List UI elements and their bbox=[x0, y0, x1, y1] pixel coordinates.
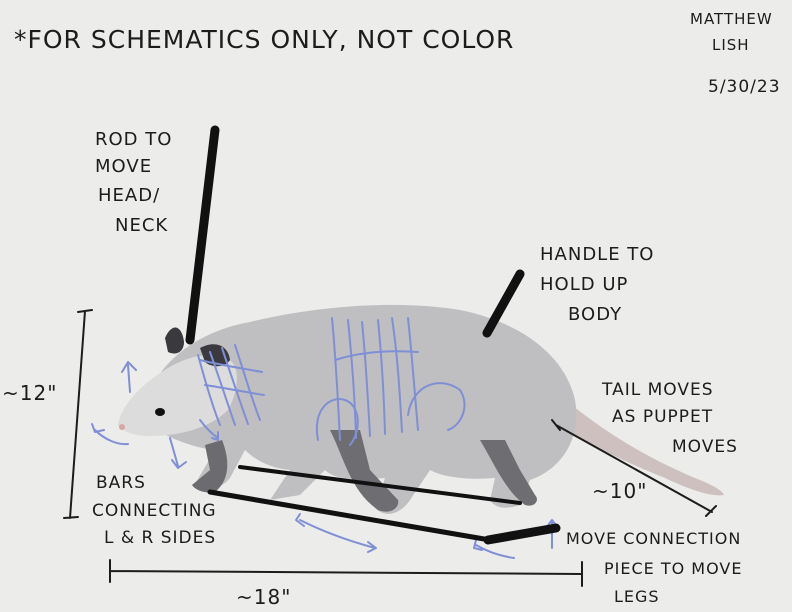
author-signature: MATTHEW LISH 5/30/23 bbox=[690, 10, 781, 97]
opossum-body bbox=[118, 304, 577, 514]
dimension-length: ~18" bbox=[109, 559, 583, 609]
dimension-tail-label: ~10" bbox=[592, 479, 647, 503]
dimension-length-label: ~18" bbox=[236, 585, 291, 609]
annotation-move-line2: PIECE TO MOVE bbox=[604, 559, 742, 578]
annotation-tail-line2: AS PUPPET bbox=[612, 407, 713, 427]
annotation-bars-line2: CONNECTING bbox=[92, 501, 217, 521]
connection-piece bbox=[483, 523, 561, 545]
front-leg-arrow bbox=[295, 513, 377, 553]
author-name-first: MATTHEW bbox=[690, 10, 773, 28]
opossum-hind-leg bbox=[480, 440, 537, 506]
opossum-nose bbox=[119, 424, 125, 430]
annotation-tail-line1: TAIL MOVES bbox=[601, 380, 714, 400]
header-note: *FOR SCHEMATICS ONLY, NOT COLOR bbox=[14, 25, 514, 54]
opossum-mid-leg bbox=[330, 430, 399, 512]
annotation-rod-line4: NECK bbox=[115, 215, 168, 236]
annotation-move-piece: MOVE CONNECTION PIECE TO MOVE LEGS bbox=[566, 529, 742, 606]
head-up-arrow bbox=[121, 361, 137, 393]
mechanism-sketch bbox=[91, 317, 559, 559]
annotation-move-line1: MOVE CONNECTION bbox=[566, 529, 741, 548]
annotation-handle-line1: HANDLE TO bbox=[540, 244, 654, 265]
body-handle bbox=[482, 269, 525, 338]
annotation-rod-line2: MOVE bbox=[95, 156, 152, 177]
annotation-tail-line3: MOVES bbox=[672, 437, 738, 457]
head-left-arrow bbox=[91, 423, 129, 446]
opossum-illustration bbox=[118, 304, 724, 514]
chin-down-arrow bbox=[169, 437, 187, 469]
signature-date: 5/30/23 bbox=[708, 77, 781, 97]
dimension-height-label: ~12" bbox=[2, 381, 57, 405]
annotation-rod-line1: ROD TO bbox=[95, 129, 172, 150]
connecting-bar-bottom bbox=[207, 489, 493, 543]
annotation-handle: HANDLE TO HOLD UP BODY bbox=[540, 244, 654, 325]
annotation-bars-line3: L & R SIDES bbox=[104, 528, 216, 548]
dimension-height: ~12" bbox=[2, 309, 93, 519]
annotation-move-line3: LEGS bbox=[614, 587, 660, 606]
annotation-rod: ROD TO MOVE HEAD/ NECK bbox=[95, 129, 172, 236]
annotation-bars-line1: BARS bbox=[96, 473, 146, 493]
opossum-head bbox=[118, 355, 237, 436]
connecting-bar-top bbox=[238, 465, 522, 505]
annotation-handle-line3: BODY bbox=[568, 304, 622, 325]
annotation-bars: BARS CONNECTING L & R SIDES bbox=[92, 473, 217, 548]
annotation-rod-line3: HEAD/ bbox=[98, 185, 160, 206]
annotation-handle-line2: HOLD UP bbox=[540, 274, 628, 295]
annotation-tail: TAIL MOVES AS PUPPET MOVES bbox=[601, 380, 738, 457]
opossum-front-leg bbox=[192, 440, 228, 493]
control-mechanism bbox=[185, 125, 561, 545]
opossum-eye bbox=[155, 408, 165, 416]
head-rod bbox=[185, 125, 220, 345]
neck-arrow bbox=[199, 419, 219, 441]
author-name-last: LISH bbox=[712, 36, 750, 54]
dimension-tail: ~10" bbox=[551, 419, 717, 517]
hind-leg-arrow bbox=[473, 539, 515, 559]
opossum-ear bbox=[165, 327, 184, 354]
